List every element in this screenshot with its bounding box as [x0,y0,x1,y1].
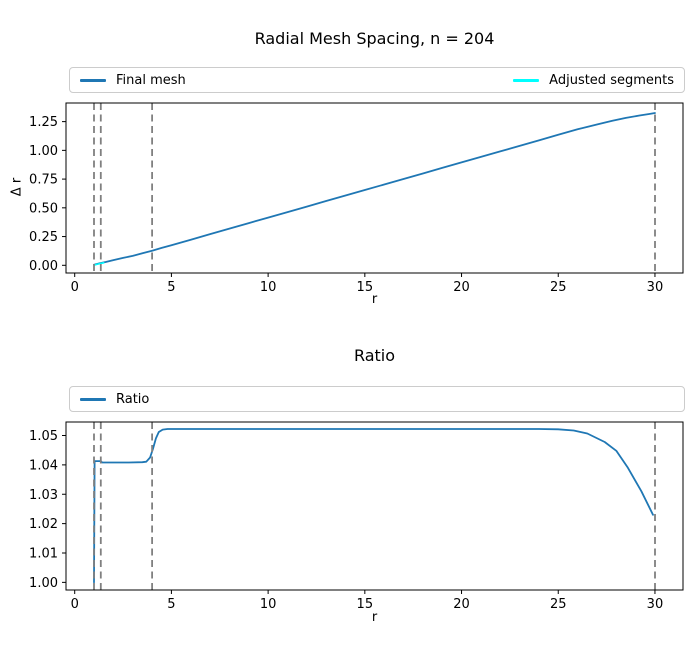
y-tick-label: 1.03 [29,488,58,503]
plot1-xlabel: r [371,292,378,307]
y-tick-label: 1.00 [29,144,58,159]
y-tick-label: 0.00 [29,259,58,274]
plot-2-axes: 0 5 10 15 20 25 30 1.00 1.01 1.02 1.03 1.04 1.05 [29,421,684,612]
axes-frame [65,421,684,591]
y-tick-label: 1.04 [29,458,58,473]
x-tick-label: 0 [71,597,79,612]
x-tick-label: 20 [453,597,470,612]
x-tick-label: 10 [260,280,277,295]
x-tick-label: 30 [647,597,664,612]
x-tick-label: 25 [550,280,567,295]
y-tick-label: 1.01 [29,546,58,561]
adjusted-segments-line [93,261,105,266]
legend-label-final-mesh: Final mesh [116,72,186,88]
y-tick-label: 0.50 [29,201,58,216]
x-tick-label: 5 [167,280,175,295]
x-tick-label: 30 [647,280,664,295]
x-tick-label: 20 [453,280,470,295]
plot1-legend: Final mesh Adjusted segments [69,67,685,93]
x-tick-label: 5 [167,597,175,612]
y-tick-label: 1.02 [29,517,58,532]
adjusted-segments-line-swatch [513,78,540,82]
plot2-legend: Ratio [69,386,685,412]
legend-item-final-mesh: Final mesh [80,73,186,88]
plot1-title: Radial Mesh Spacing, n = 204 [254,29,495,48]
ratio-line-swatch [80,397,106,401]
y-tick-label: 1.25 [29,115,58,130]
x-tick-label: 15 [357,597,374,612]
x-tick-label: 15 [357,280,374,295]
plot2-title: Ratio [353,346,396,365]
ratio-line [93,428,654,584]
legend-label-ratio: Ratio [116,391,150,407]
x-tick-label: 10 [260,597,277,612]
legend-label-adjusted-segments: Adjusted segments [549,72,674,88]
final-mesh-line-swatch [80,78,106,82]
y-tick-label: 0.25 [29,230,58,245]
plot-1-axes: 0 5 10 15 20 25 30 0.00 0.25 0.50 0.75 1.00 1.25 [29,102,684,295]
final-mesh-line [93,112,656,266]
plot1-ylabel: Δ r [9,177,25,197]
y-tick-label: 1.05 [29,429,58,444]
plot2-xlabel: r [371,610,378,625]
axes-frame [65,102,684,274]
y-tick-label: 1.00 [29,576,58,591]
x-tick-label: 0 [71,280,79,295]
legend-item-ratio: Ratio [80,392,149,407]
x-tick-label: 25 [550,597,567,612]
legend-item-adjusted-segments: Adjusted segments [513,73,674,88]
y-tick-label: 0.75 [29,173,58,188]
